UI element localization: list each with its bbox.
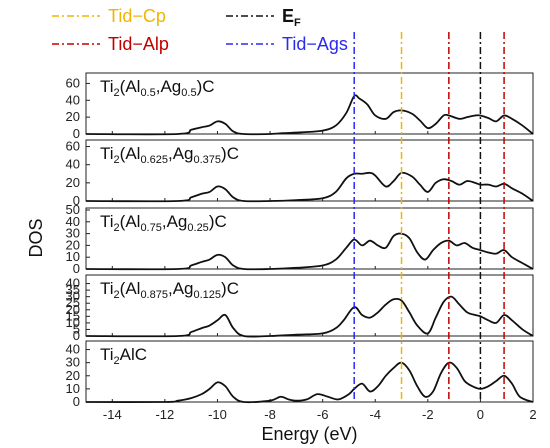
legend-label: EF [282,6,301,29]
dos-panel-2: 0 20 40 60 Ti2(Al0.625,Ag0.375)C [66,139,534,208]
x-tick-label: -12 [155,407,174,422]
x-tick-label: 2 [529,407,536,422]
panel-label: Ti2(Al0.625,Ag0.375)C [100,144,239,166]
panel-frame [85,274,534,337]
y-tick-label: 10 [66,249,80,264]
legend-label: Tid−Cp [108,6,166,26]
y-tick-label: 5 [73,321,80,336]
y-tick-label: 25 [66,295,80,310]
y-tick-label: 30 [66,355,80,370]
y-tick-label: 10 [66,381,80,396]
panel-frame [85,139,534,202]
panel-frame [85,340,534,403]
panel-label: Ti2(Al0.5,Ag0.5)C [100,77,215,99]
y-tick-label: 0 [73,193,80,208]
y-tick-label: 0 [73,261,80,276]
legend-label: Tid−Ags [282,34,348,54]
y-tick-label: 20 [66,302,80,317]
y-tick-label: 20 [66,237,80,252]
legend-item: Tid−Cp [52,6,166,26]
y-tick-label: 40 [66,276,80,291]
y-tick-label: 40 [66,92,80,107]
y-tick-label: 20 [66,109,80,124]
x-tick-label: -8 [264,407,276,422]
y-tick-label: 60 [66,75,80,90]
panel-label: Ti2AlC [100,345,147,367]
legend-item: Tid−Alp [52,34,169,54]
legend-item: Tid−Ags [226,34,348,54]
x-axis-label: Energy (eV) [261,424,357,444]
dos-curve [85,295,534,338]
y-tick-label: 60 [66,139,80,154]
panel-frame [85,207,534,270]
panel-label: Ti2(Al0.75,Ag0.25)C [100,212,227,234]
dos-curve [85,232,534,271]
y-tick-label: 30 [66,289,80,304]
x-tick-label: -4 [369,407,381,422]
x-tick-label: 0 [477,407,484,422]
legend-item: EF [226,6,301,29]
y-tick-label: 0 [73,394,80,409]
panel-frame [85,72,534,135]
panel-label: Ti2(Al0.875,Ag0.125)C [100,279,239,301]
y-tick-label: 0 [73,328,80,343]
dos-curve [85,171,534,203]
y-axis-label: DOS [26,218,46,257]
x-tick-label: -14 [103,407,122,422]
y-tick-label: 40 [66,214,80,229]
dos-curve [85,361,534,404]
y-tick-label: 0 [73,126,80,141]
dos-panel-1: 0 20 40 60 Ti2(Al0.5,Ag0.5)C [66,72,534,141]
y-tick-label: 30 [66,226,80,241]
x-tick-label: -10 [208,407,227,422]
dos-curve [85,94,534,136]
y-tick-label: 20 [66,368,80,383]
y-tick-label: 15 [66,308,80,323]
x-tick-label: -2 [422,407,434,422]
y-tick-label: 35 [66,282,80,297]
x-tick-label: -6 [317,407,329,422]
y-tick-label: 40 [66,157,80,172]
legend-label: Tid−Alp [108,34,169,54]
y-tick-label: 50 [66,202,80,217]
y-tick-label: 40 [66,342,80,357]
y-tick-label: 20 [66,175,80,190]
y-tick-label: 10 [66,315,80,330]
